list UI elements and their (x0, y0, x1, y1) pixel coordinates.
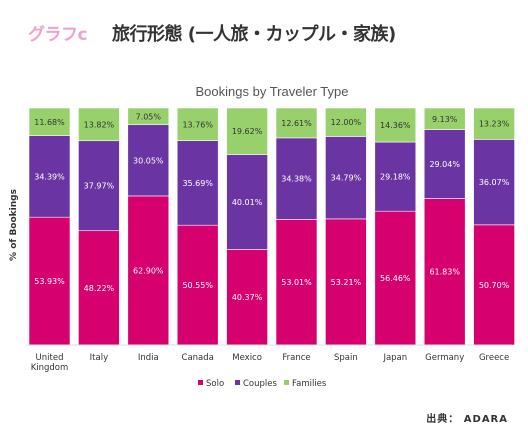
data-label-families-5: 12.61% (281, 119, 312, 128)
data-label-couples-8: 29.04% (429, 160, 460, 169)
data-label-couples-6: 34.79% (331, 174, 362, 183)
bar-families-9 (473, 107, 515, 140)
data-label-solo-8: 61.83% (429, 268, 460, 277)
bar-solo-2 (127, 195, 170, 346)
data-label-couples-0: 34.39% (34, 172, 65, 181)
bar-couples-0 (28, 135, 71, 218)
data-label-families-8: 9.13% (432, 115, 458, 124)
bar-families-4 (226, 107, 268, 155)
bar-families-3 (176, 107, 219, 141)
data-label-couples-5: 34.38% (281, 175, 312, 184)
bar-families-2 (127, 107, 170, 126)
x-tick-label-3: Canada (182, 353, 214, 363)
data-label-solo-4: 40.37% (232, 293, 263, 302)
legend-label-solo: Solo (206, 379, 224, 389)
bar-solo-7 (374, 210, 417, 346)
bar-solo-1 (78, 230, 120, 346)
bar-couples-3 (176, 140, 219, 226)
legend-swatch-solo (198, 380, 203, 385)
x-tick-label-6: Spain (334, 353, 358, 363)
x-tick-label-7: Japan (382, 353, 407, 363)
legend-swatch-families (284, 380, 289, 385)
bar-couples-4 (226, 154, 268, 250)
data-label-solo-0: 53.93% (34, 277, 65, 286)
x-tick-label-2: India (138, 353, 159, 363)
bar-solo-0 (28, 216, 71, 346)
data-label-couples-1: 37.97% (84, 182, 115, 191)
x-tick-label-0: United Kingdom (31, 353, 69, 373)
data-label-couples-7: 29.18% (380, 173, 411, 182)
y-axis-label: % of Bookings (9, 189, 19, 261)
data-label-families-7: 14.36% (380, 121, 411, 130)
bar-couples-6 (325, 136, 367, 220)
bar-couples-8 (423, 129, 466, 199)
data-label-couples-9: 36.07% (479, 178, 510, 187)
source-credit: 出典： ADARA (426, 414, 508, 425)
data-label-families-1: 13.82% (84, 120, 115, 129)
bar-families-5 (275, 107, 318, 139)
data-label-couples-3: 35.69% (182, 179, 213, 188)
legend-swatch-couples (235, 380, 240, 385)
x-tick-label-8: Germany (425, 353, 464, 363)
bar-families-7 (374, 107, 417, 143)
bar-couples-9 (473, 139, 515, 226)
data-label-families-4: 19.62% (232, 127, 263, 136)
data-label-solo-3: 50.55% (182, 281, 213, 290)
bar-solo-9 (473, 224, 515, 346)
data-label-families-3: 13.76% (182, 120, 213, 129)
legend-label-couples: Couples (243, 379, 278, 389)
data-label-solo-9: 50.70% (479, 281, 510, 290)
bar-families-0 (28, 107, 71, 136)
bar-families-8 (423, 107, 466, 130)
data-label-solo-2: 62.90% (133, 266, 164, 275)
legend: Solo Couples Families (198, 379, 327, 389)
chart-title: Bookings by Traveler Type (196, 84, 349, 99)
x-tick-label-9: Greece (479, 353, 509, 363)
x-tick-label-4: Mexico (232, 353, 262, 363)
x-tick-labels: United Kingdom Italy India Canada Mexico Franc… (31, 353, 510, 373)
data-label-couples-2: 30.05% (133, 156, 164, 165)
stacked-bar-chart: Bookings by Traveler Type % of Bookings … (9, 84, 515, 389)
bar-solo-8 (423, 198, 466, 346)
data-label-families-6: 12.00% (331, 118, 362, 127)
page-heading: 旅行形態 (一人旅・カップル・家族) (112, 24, 396, 45)
bar-couples-7 (374, 141, 417, 212)
data-label-solo-6: 53.21% (331, 278, 362, 287)
data-label-families-0: 11.68% (34, 118, 65, 127)
data-label-families-9: 13.23% (479, 120, 510, 129)
bar-solo-6 (325, 218, 367, 346)
bar-solo-4 (226, 249, 268, 346)
data-label-solo-5: 53.01% (281, 278, 312, 287)
bar-couples-2 (127, 124, 170, 197)
data-label-families-2: 7.05% (136, 112, 162, 121)
x-tick-label-5: France (282, 353, 310, 363)
bar-families-6 (325, 107, 367, 137)
bar-families-1 (78, 107, 120, 142)
data-label-solo-7: 56.46% (380, 274, 411, 283)
bar-solo-5 (275, 219, 318, 346)
bars-group: 53.93% 34.39% 11.68% 48.22% 37.97% 13.82% 62.9… (28, 107, 515, 346)
graph-label: グラフc (28, 25, 88, 45)
bar-couples-5 (275, 137, 318, 220)
data-label-couples-4: 40.01% (232, 198, 263, 207)
x-tick-label-1: Italy (90, 353, 108, 363)
data-label-solo-1: 48.22% (84, 284, 115, 293)
legend-label-families: Families (292, 379, 327, 389)
